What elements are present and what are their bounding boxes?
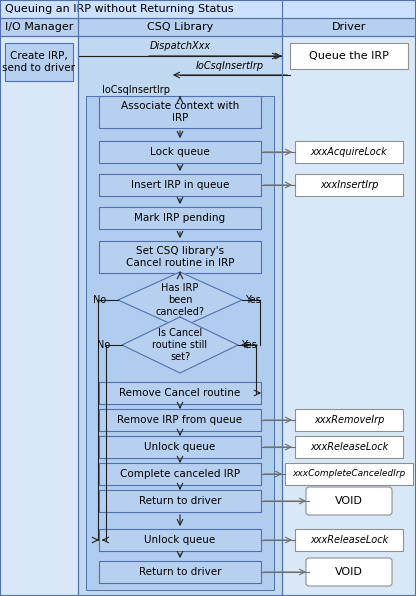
Text: Driver: Driver xyxy=(332,22,366,32)
Bar xyxy=(295,436,403,458)
Text: Set CSQ library's
Cancel routine in IRP: Set CSQ library's Cancel routine in IRP xyxy=(126,246,234,268)
Text: Unlock queue: Unlock queue xyxy=(144,442,215,452)
Text: Yes: Yes xyxy=(245,295,261,305)
Text: Create IRP,
send to driver: Create IRP, send to driver xyxy=(2,51,75,73)
Text: IoCsqInsertIrp: IoCsqInsertIrp xyxy=(196,61,264,71)
Bar xyxy=(295,529,403,551)
Text: xxxCompleteCanceledIrp: xxxCompleteCanceledIrp xyxy=(292,470,406,479)
Text: No: No xyxy=(93,295,106,305)
Bar xyxy=(99,436,261,458)
Text: No: No xyxy=(97,340,110,350)
FancyBboxPatch shape xyxy=(306,558,392,586)
Text: Return to driver: Return to driver xyxy=(139,496,221,506)
Text: Queuing an IRP without Returning Status: Queuing an IRP without Returning Status xyxy=(5,4,234,14)
Bar xyxy=(282,36,416,596)
Polygon shape xyxy=(122,317,238,373)
Bar xyxy=(295,141,403,163)
Bar xyxy=(99,207,261,229)
Polygon shape xyxy=(118,272,242,328)
Text: Insert IRP in queue: Insert IRP in queue xyxy=(131,180,229,190)
Bar xyxy=(295,409,403,431)
Bar xyxy=(0,0,416,18)
Text: CSQ Library: CSQ Library xyxy=(147,22,213,32)
Bar xyxy=(99,174,261,196)
Text: xxxInsertIrp: xxxInsertIrp xyxy=(320,180,378,190)
Text: xxxReleaseLock: xxxReleaseLock xyxy=(310,442,388,452)
Text: Complete canceled IRP: Complete canceled IRP xyxy=(120,469,240,479)
Text: Remove IRP from queue: Remove IRP from queue xyxy=(117,415,243,425)
Bar xyxy=(99,141,261,163)
Bar xyxy=(295,174,403,196)
Text: Is Cancel
routine still
set?: Is Cancel routine still set? xyxy=(152,328,208,362)
Bar xyxy=(99,409,261,431)
Bar xyxy=(99,382,261,404)
Bar xyxy=(285,463,413,485)
Bar xyxy=(99,241,261,273)
Text: DispatchXxx: DispatchXxx xyxy=(149,41,210,51)
Text: VOID: VOID xyxy=(335,567,363,577)
Bar xyxy=(99,490,261,512)
Text: Remove Cancel routine: Remove Cancel routine xyxy=(119,388,240,398)
Text: Mark IRP pending: Mark IRP pending xyxy=(134,213,225,223)
Bar xyxy=(99,529,261,551)
Bar xyxy=(99,463,261,485)
Bar xyxy=(78,36,282,596)
Bar xyxy=(0,36,78,596)
Text: Associate context with
IRP: Associate context with IRP xyxy=(121,101,239,123)
Text: Lock queue: Lock queue xyxy=(150,147,210,157)
Bar xyxy=(5,43,73,81)
Text: xxxReleaseLock: xxxReleaseLock xyxy=(310,535,388,545)
Bar xyxy=(86,96,274,590)
Text: xxxRemoveIrp: xxxRemoveIrp xyxy=(314,415,384,425)
Text: IoCsqInsertIrp: IoCsqInsertIrp xyxy=(102,85,170,95)
Text: Has IRP
been
canceled?: Has IRP been canceled? xyxy=(156,284,205,316)
Text: Unlock queue: Unlock queue xyxy=(144,535,215,545)
Text: VOID: VOID xyxy=(335,496,363,506)
Text: Yes: Yes xyxy=(241,340,257,350)
Bar xyxy=(99,561,261,583)
Text: Queue the IRP: Queue the IRP xyxy=(309,51,389,61)
Text: I/O Manager: I/O Manager xyxy=(5,22,73,32)
Bar xyxy=(290,43,408,69)
Bar xyxy=(99,96,261,128)
Bar xyxy=(0,18,416,36)
Text: Return to driver: Return to driver xyxy=(139,567,221,577)
Text: xxxAcquireLock: xxxAcquireLock xyxy=(311,147,387,157)
FancyBboxPatch shape xyxy=(306,487,392,515)
